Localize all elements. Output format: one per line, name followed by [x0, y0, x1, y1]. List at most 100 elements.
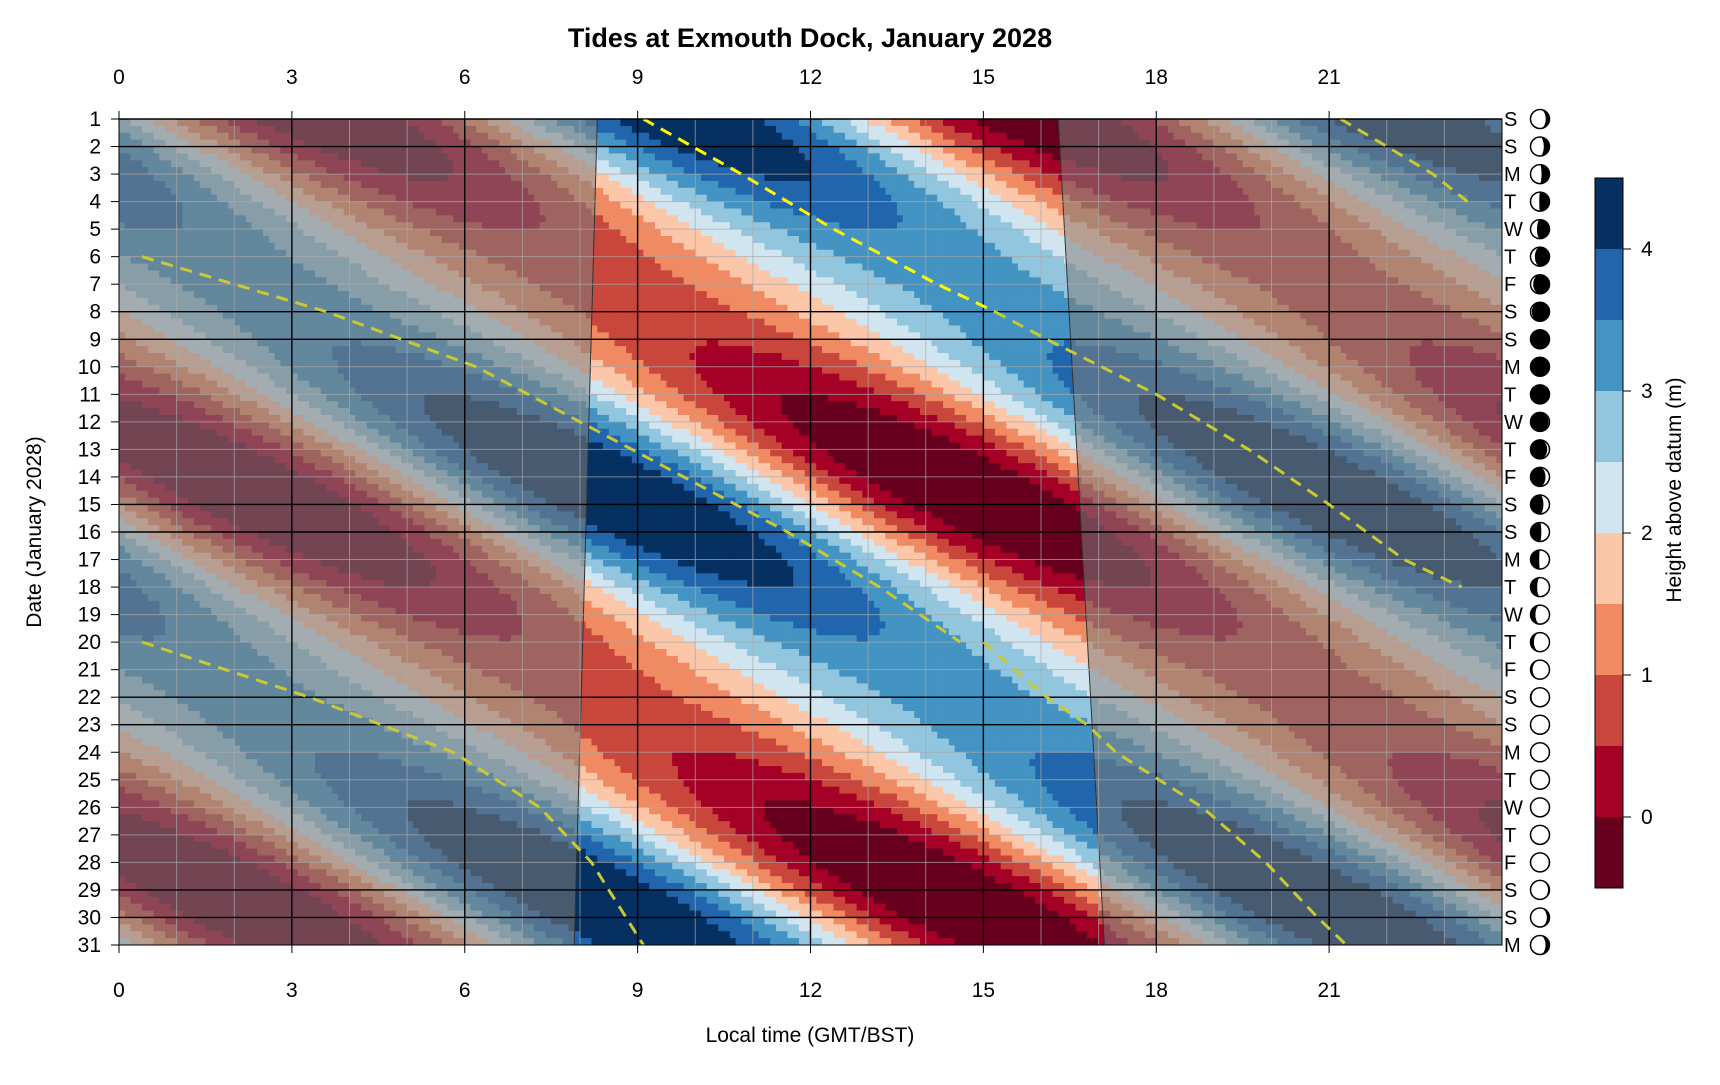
heat-cell	[1052, 139, 1059, 148]
heat-cell	[856, 236, 863, 244]
heat-cell	[804, 242, 812, 251]
heat-cell	[896, 174, 904, 182]
heat-cell	[781, 256, 789, 265]
heat-cell	[943, 167, 950, 175]
heat-cell	[1046, 125, 1054, 134]
heat-cell	[983, 132, 990, 141]
heat-cell	[839, 146, 846, 155]
heat-cell	[637, 153, 644, 161]
heat-cell	[775, 125, 783, 134]
heat-cell	[1052, 215, 1059, 223]
heat-cell	[989, 125, 996, 134]
heat-cell	[735, 174, 742, 182]
heat-cell	[637, 139, 644, 148]
heat-cell	[770, 194, 777, 203]
heat-cell	[810, 139, 817, 148]
heat-cell	[603, 194, 610, 203]
heat-cell	[833, 167, 840, 175]
heat-cell	[770, 242, 777, 251]
heat-cell	[810, 236, 817, 244]
heat-cell	[937, 242, 944, 251]
heat-cell	[643, 160, 650, 168]
heat-cell	[827, 194, 835, 203]
heat-cell	[764, 222, 771, 230]
heat-cell	[689, 187, 696, 196]
heat-cell	[637, 201, 644, 210]
heat-cell	[724, 160, 731, 168]
heat-cell	[718, 236, 725, 244]
heat-cell	[994, 187, 1002, 196]
heat-cell	[971, 180, 979, 189]
heat-cell	[937, 215, 944, 223]
heat-cell	[597, 167, 604, 175]
heat-cell	[1006, 167, 1013, 175]
heat-cell	[833, 174, 840, 182]
heat-cell	[925, 146, 933, 155]
heat-cell	[620, 174, 627, 182]
heat-cell	[620, 215, 627, 223]
heat-cell	[660, 187, 668, 196]
heat-cell	[787, 174, 794, 182]
heat-cell	[712, 174, 719, 182]
heat-cell	[1006, 256, 1013, 265]
heat-cell	[747, 256, 754, 265]
heat-cell	[914, 236, 921, 244]
heat-cell	[908, 139, 915, 148]
heat-cell	[850, 139, 858, 148]
heat-cell	[729, 180, 737, 189]
heat-cell	[833, 242, 840, 251]
heat-cell	[793, 187, 800, 196]
heat-cell	[631, 242, 639, 251]
heat-cell	[649, 153, 656, 161]
heat-cell	[712, 153, 719, 161]
heat-cell	[764, 229, 771, 237]
heat-cell	[781, 139, 789, 148]
heat-cell	[983, 119, 990, 127]
heat-cell	[764, 153, 771, 161]
heat-cell	[960, 222, 967, 230]
heat-cell	[896, 229, 904, 237]
heat-cell	[775, 187, 783, 196]
heat-cell	[695, 229, 702, 237]
heat-cell	[919, 215, 927, 223]
heat-cell	[695, 222, 702, 230]
heat-cell	[868, 256, 875, 265]
heat-cell	[695, 187, 702, 196]
heat-cell	[833, 187, 840, 196]
heat-cell	[603, 153, 610, 161]
heat-cell	[948, 208, 956, 216]
heat-cell	[1029, 125, 1036, 134]
heat-cell	[1000, 201, 1008, 210]
heat-cell	[597, 153, 604, 161]
heat-cell	[637, 256, 644, 265]
heat-cell	[735, 146, 742, 155]
heat-cell	[793, 180, 800, 189]
heat-cell	[695, 194, 702, 203]
heat-cell	[977, 236, 984, 244]
heat-cell	[966, 222, 973, 230]
heat-cell	[1046, 139, 1054, 148]
heat-cell	[608, 242, 616, 251]
heat-cell	[833, 139, 840, 148]
heat-cell	[885, 249, 892, 258]
heat-cell	[718, 208, 725, 216]
heat-cell	[654, 222, 662, 230]
heat-cell	[735, 194, 742, 203]
heat-cell	[966, 194, 973, 203]
heat-cell	[631, 187, 639, 196]
heat-cell	[810, 222, 817, 230]
heat-cell	[822, 119, 829, 127]
heat-cell	[943, 201, 950, 210]
heat-cell	[902, 125, 910, 134]
heat-cell	[1029, 167, 1036, 175]
heat-cell	[631, 222, 639, 230]
heat-cell	[983, 215, 990, 223]
heat-cell	[1012, 208, 1019, 216]
heat-cell	[1017, 208, 1025, 216]
heat-cell	[735, 256, 742, 265]
heat-cell	[643, 146, 650, 155]
heat-cell	[689, 153, 696, 161]
heat-cell	[672, 236, 679, 244]
heat-cell	[1046, 242, 1054, 251]
heat-cell	[781, 229, 789, 237]
